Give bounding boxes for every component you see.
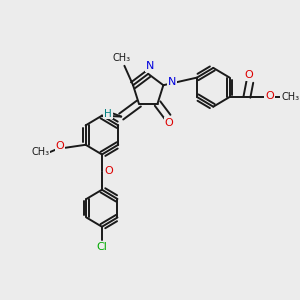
- Text: O: O: [165, 118, 173, 128]
- Text: O: O: [104, 166, 113, 176]
- Text: Cl: Cl: [97, 242, 107, 252]
- Text: O: O: [265, 91, 274, 100]
- Text: CH₃: CH₃: [31, 147, 49, 157]
- Text: N: N: [146, 61, 154, 71]
- Text: H: H: [104, 109, 112, 118]
- Text: N: N: [168, 77, 176, 87]
- Text: O: O: [244, 70, 253, 80]
- Text: CH₃: CH₃: [112, 53, 130, 63]
- Text: CH₃: CH₃: [281, 92, 299, 102]
- Text: O: O: [56, 141, 64, 151]
